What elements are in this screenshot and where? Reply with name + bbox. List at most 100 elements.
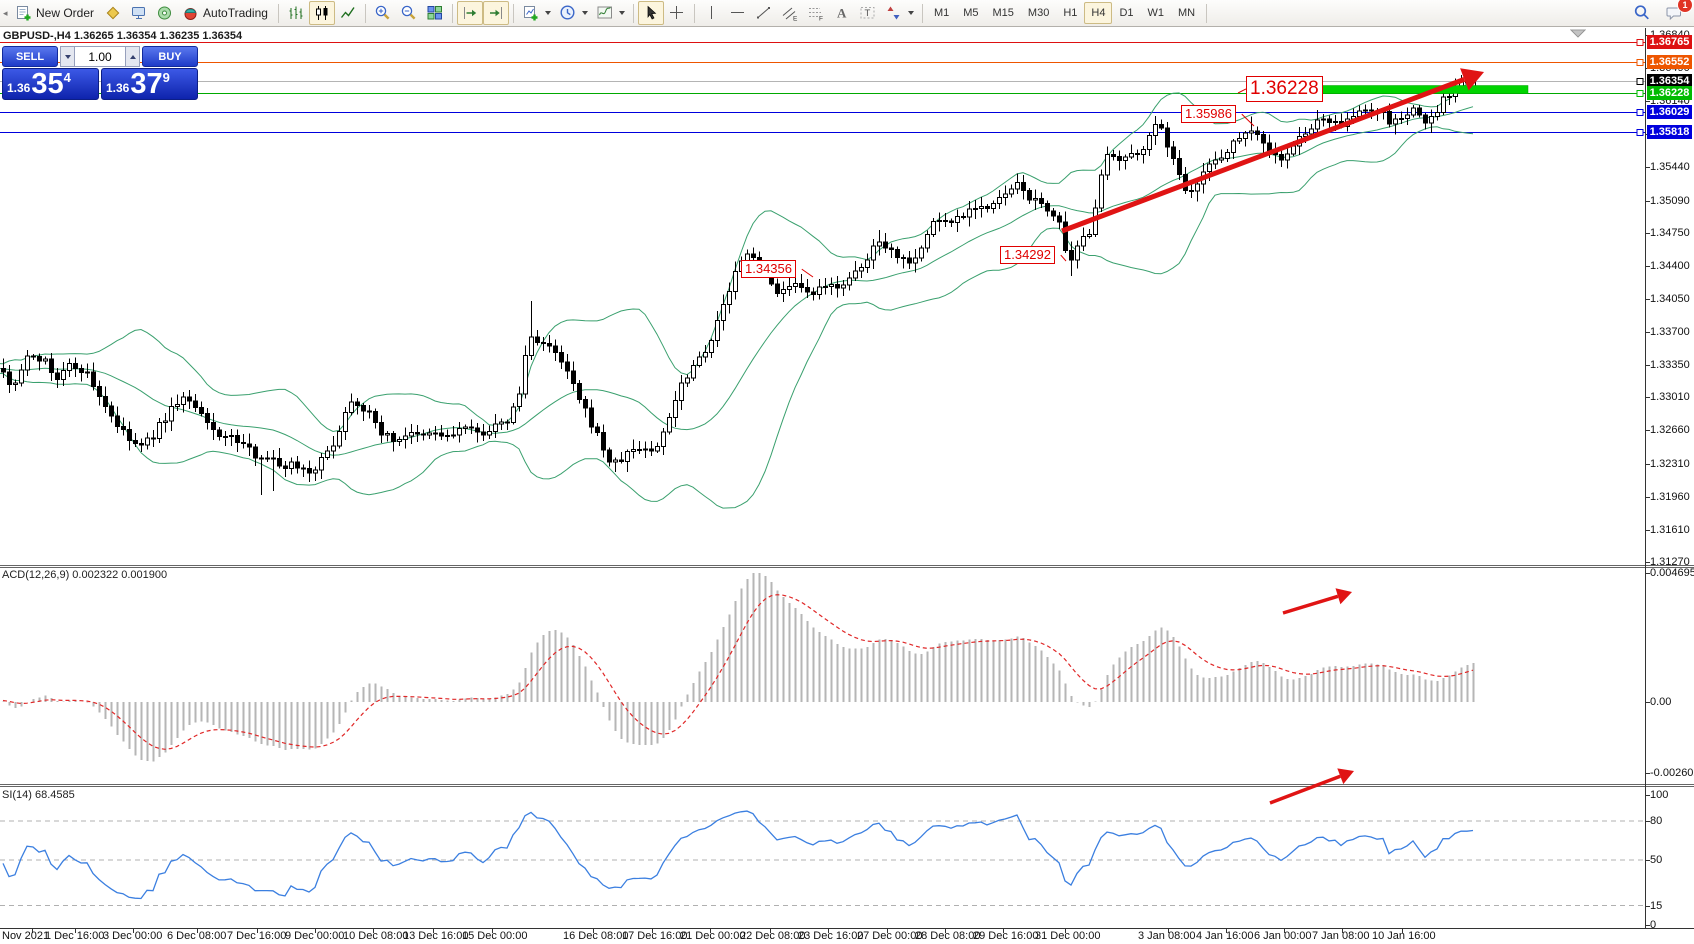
time-axis-label[interactable]: 22 Dec 08:00: [740, 930, 806, 942]
bull-candle: [997, 197, 1002, 204]
line-chart-button[interactable]: [335, 1, 361, 25]
time-axis-label[interactable]: 7 Dec 16:00: [227, 930, 287, 942]
zoom-out-button[interactable]: [396, 1, 422, 25]
time-axis-label[interactable]: 28 Dec 08:00: [915, 930, 981, 942]
timeframe-m15-button[interactable]: M15: [992, 7, 1014, 19]
buy-button[interactable]: BUY: [142, 46, 198, 67]
rsi-axis-tick: 80: [1650, 815, 1663, 827]
volume-increase-button[interactable]: [125, 46, 140, 67]
bull-candle: [19, 369, 24, 384]
bar-chart-button[interactable]: [283, 1, 309, 25]
time-axis-label[interactable]: 17 Dec 16:00: [622, 930, 688, 942]
news-icon: [158, 6, 172, 20]
timeframe-h1-button[interactable]: H1: [1063, 7, 1078, 19]
bear-candle: [109, 405, 114, 417]
toolbar-overflow-icon[interactable]: ◂: [3, 7, 8, 18]
new-chart-button[interactable]: [518, 1, 555, 25]
bear-candle: [1369, 109, 1374, 112]
time-axis-label[interactable]: 13 Dec 16:00: [403, 930, 469, 942]
bear-candle: [1021, 181, 1026, 192]
bull-candle: [385, 433, 390, 436]
bull-candle: [829, 284, 834, 287]
new-order-button[interactable]: New Order: [11, 1, 100, 25]
tile-windows-button[interactable]: [422, 1, 448, 25]
timeframe-h4-button[interactable]: H4: [1084, 2, 1113, 24]
time-axis-label[interactable]: 23 Dec 16:00: [798, 930, 864, 942]
timeframe-w1-button[interactable]: W1: [1147, 7, 1165, 19]
bull-candle: [1153, 123, 1158, 137]
time-axis-label[interactable]: 10 Jan 16:00: [1372, 930, 1436, 942]
horizontal-lines-layer[interactable]: [0, 39, 1645, 136]
sell-button[interactable]: SELL: [2, 46, 58, 67]
text-button[interactable]: A: [829, 1, 855, 25]
volume-input[interactable]: [75, 46, 125, 67]
bull-candle: [1075, 245, 1080, 261]
search-button[interactable]: [1629, 1, 1655, 25]
svg-text:F: F: [819, 16, 823, 23]
timeframe-m1-button[interactable]: M1: [933, 7, 950, 19]
autotrading-label: AutoTrading: [203, 6, 268, 20]
time-axis-label[interactable]: 27 Dec 00:00: [857, 930, 923, 942]
autotrading-button[interactable]: AutoTrading: [178, 1, 274, 25]
news-button[interactable]: [152, 1, 178, 25]
bear-candle: [811, 291, 816, 296]
vertical-line-button[interactable]: [699, 1, 725, 25]
timeframe-m5-button[interactable]: M5: [963, 7, 979, 19]
time-axis-label[interactable]: 3 Dec 00:00: [103, 930, 163, 942]
bear-candle: [1387, 111, 1392, 125]
fibonacci-button[interactable]: F: [803, 1, 829, 25]
time-axis-label[interactable]: 9 Dec 00:00: [285, 930, 345, 942]
crosshair-button[interactable]: [664, 1, 690, 25]
time-axis-label[interactable]: 15 Dec 00:00: [462, 930, 528, 942]
time-axis-label[interactable]: 7 Jan 08:00: [1312, 930, 1370, 942]
terminal-button[interactable]: [126, 1, 152, 25]
trendline-button[interactable]: [751, 1, 777, 25]
drawings-layer[interactable]: [801, 68, 1529, 805]
time-axis-label[interactable]: 4 Jan 16:00: [1196, 930, 1254, 942]
arrows-button[interactable]: [881, 1, 918, 25]
notifications-button[interactable]: 1: [1661, 0, 1693, 25]
price-annotation-label[interactable]: 1.35986: [1181, 105, 1236, 124]
time-axis-label[interactable]: 10 Dec 08:00: [343, 930, 409, 942]
horizontal-line-button[interactable]: [725, 1, 751, 25]
bear-candle: [367, 410, 372, 413]
line-chart-icon: [340, 7, 355, 18]
bull-candle: [1147, 135, 1152, 151]
timeframe-m30-button[interactable]: M30: [1027, 7, 1050, 19]
bull-candle: [1213, 159, 1218, 165]
bull-candle: [841, 284, 846, 289]
bear-candle: [595, 426, 600, 434]
time-axis-label[interactable]: 6 Dec 08:00: [167, 930, 227, 942]
periods-button[interactable]: [555, 1, 592, 25]
candlestick-button[interactable]: [308, 1, 335, 25]
chart-shift-icon: [489, 7, 502, 19]
sell-quote[interactable]: 1.36 35 4: [2, 68, 99, 100]
text-label-button[interactable]: T: [855, 1, 881, 25]
time-axis-label[interactable]: 1 Dec 16:00: [45, 930, 105, 942]
bear-candle: [1063, 221, 1068, 252]
bear-candle: [1189, 190, 1194, 192]
time-axis-label[interactable]: 21 Dec 00:00: [680, 930, 746, 942]
cursor-button[interactable]: [637, 1, 664, 25]
auto-scroll-button[interactable]: [456, 1, 483, 25]
volume-decrease-button[interactable]: [60, 46, 75, 67]
zoom-in-button[interactable]: [370, 1, 396, 25]
chart-shift-button[interactable]: [482, 1, 509, 25]
equidistant-channel-button[interactable]: E: [777, 1, 803, 25]
time-axis-label[interactable]: 6 Jan 00:00: [1254, 930, 1312, 942]
timeframe-mn-button[interactable]: MN: [1178, 7, 1196, 19]
time-axis-label[interactable]: Nov 2021: [2, 930, 50, 942]
buy-quote[interactable]: 1.36 37 9: [101, 68, 198, 100]
time-axis-label[interactable]: 16 Dec 08:00: [563, 930, 629, 942]
time-axis-label[interactable]: 31 Dec 00:00: [1035, 930, 1101, 942]
time-axis-label[interactable]: 29 Dec 16:00: [973, 930, 1039, 942]
metaeditor-button[interactable]: [100, 1, 126, 25]
time-axis-label[interactable]: 3 Jan 08:00: [1138, 930, 1196, 942]
bull-candle: [1399, 118, 1404, 120]
indicators-button[interactable]: [592, 1, 629, 25]
timeframe-d1-button[interactable]: D1: [1119, 7, 1134, 19]
price-annotation-label[interactable]: 1.34356: [741, 260, 796, 279]
price-annotation-label[interactable]: 1.36228: [1246, 76, 1323, 102]
price-annotation-label[interactable]: 1.34292: [1000, 246, 1055, 265]
